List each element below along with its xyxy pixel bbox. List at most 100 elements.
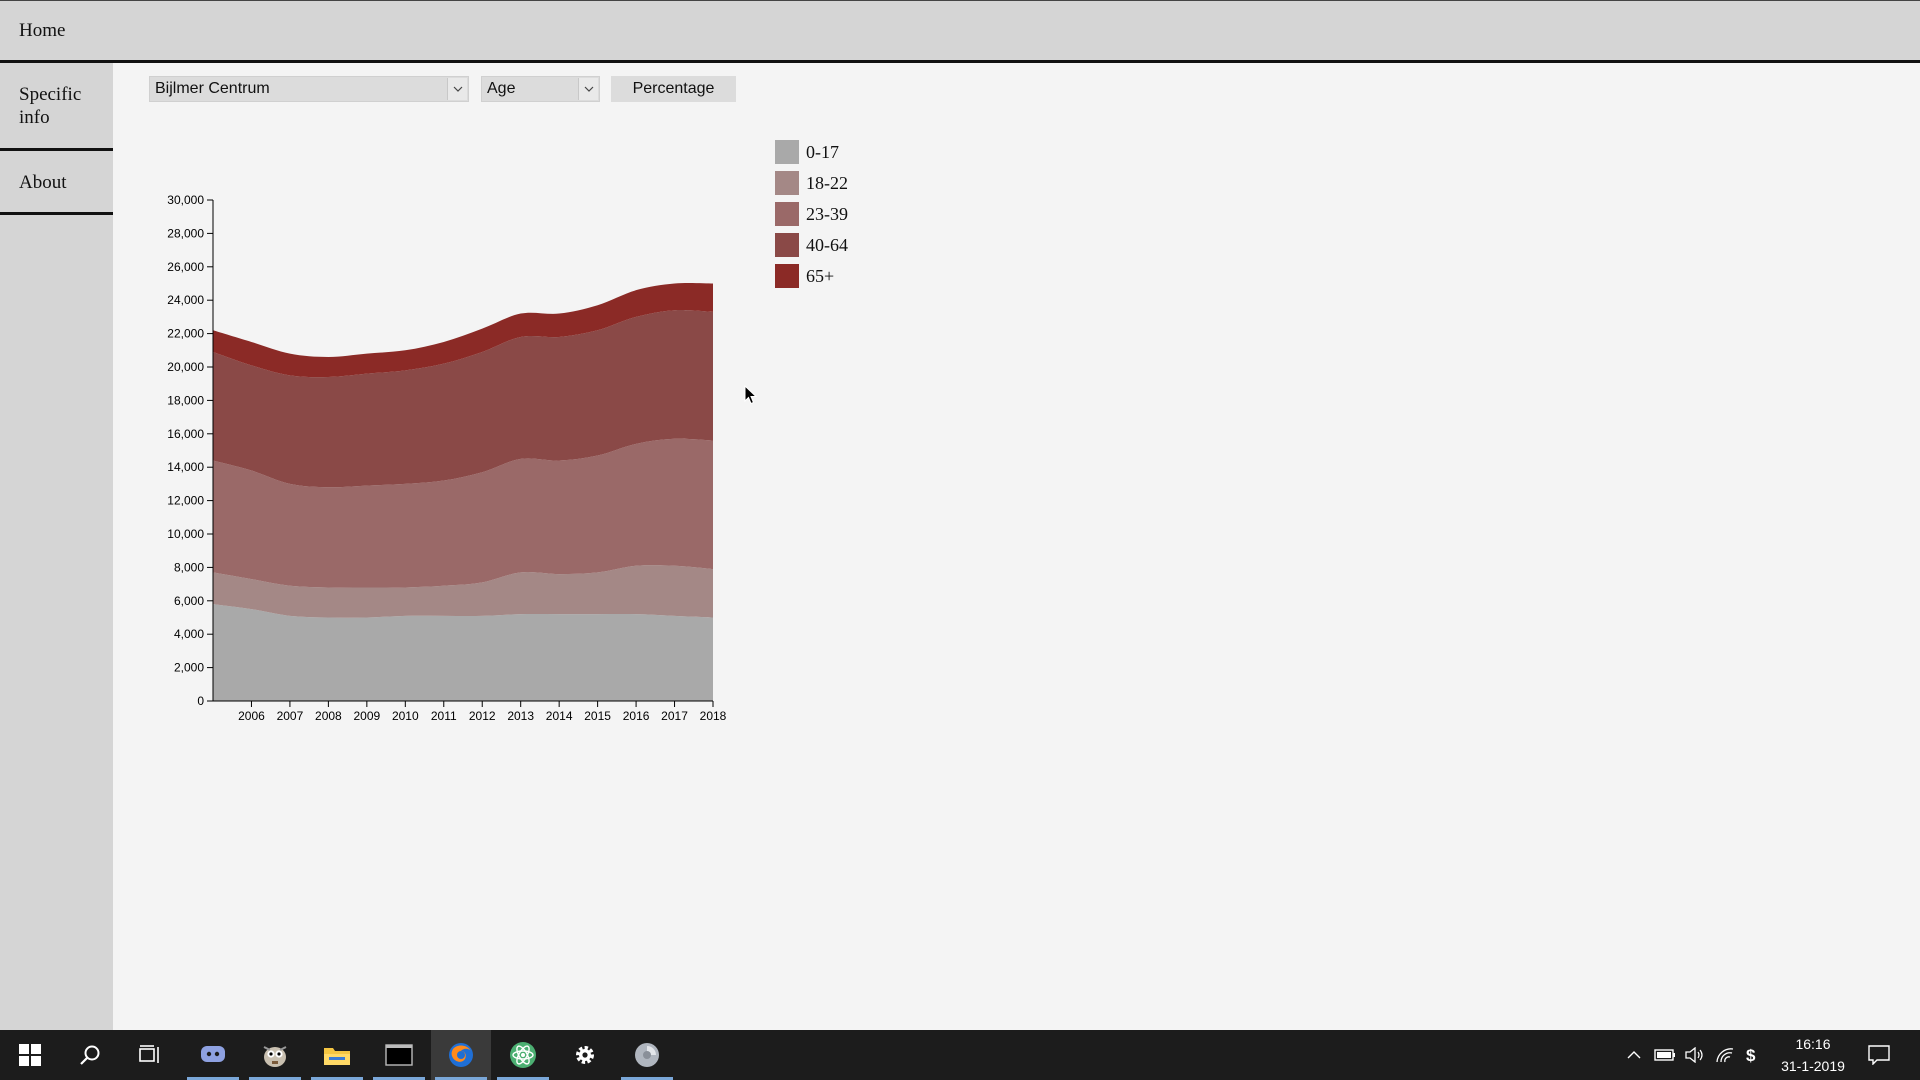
battery-icon[interactable] xyxy=(1652,1030,1678,1080)
task-view-icon[interactable] xyxy=(120,1030,180,1080)
y-tick-label: 26,000 xyxy=(167,260,204,274)
legend-label: 23-39 xyxy=(806,204,848,224)
y-tick-label: 28,000 xyxy=(167,226,204,240)
y-tick: 18,000 xyxy=(167,393,213,407)
x-tick-label: 2007 xyxy=(277,709,304,723)
x-tick: 2013 xyxy=(507,701,534,723)
search-icon[interactable] xyxy=(60,1030,120,1080)
y-tick-label: 30,000 xyxy=(167,193,204,207)
x-tick-label: 2006 xyxy=(238,709,265,723)
file-explorer-icon[interactable] xyxy=(307,1030,367,1080)
stacked-area-chart: 0 2,000 4,000 6,000 8,000 10,000 12,000 14,000 1… xyxy=(167,140,848,723)
windows-start-icon[interactable] xyxy=(0,1030,60,1080)
x-tick: 2006 xyxy=(238,701,265,723)
legend-label: 18-22 xyxy=(806,173,848,193)
atom-icon[interactable] xyxy=(493,1030,553,1080)
area-select[interactable]: Bijlmer Centrum xyxy=(149,76,469,102)
y-tick: 30,000 xyxy=(167,193,213,207)
y-tick: 4,000 xyxy=(174,627,213,641)
y-tick-label: 18,000 xyxy=(167,393,204,407)
chevron-down-icon[interactable] xyxy=(578,78,598,100)
taskbar: $ xyxy=(0,1030,1920,1080)
sidebar-item-specific-info[interactable]: Specific info xyxy=(0,63,113,151)
y-tick-label: 24,000 xyxy=(167,293,204,307)
taskbar-clock[interactable]: 16:16 31-1-2019 xyxy=(1768,1033,1858,1077)
chart-legend: 0-17 18-22 23-39 40-64 65+ xyxy=(775,140,848,288)
y-tick-label: 2,000 xyxy=(174,661,204,675)
y-tick-label: 4,000 xyxy=(174,627,204,641)
area-series-18-22 xyxy=(213,565,713,618)
svg-text:$: $ xyxy=(1746,1046,1756,1065)
legend-item: 18-22 xyxy=(775,171,848,195)
clock-time: 16:16 xyxy=(1795,1036,1831,1052)
legend-swatch xyxy=(775,140,799,164)
sidebar-item-label: Specific info xyxy=(19,84,82,128)
nav-home-link[interactable]: Home xyxy=(19,20,66,41)
x-tick: 2018 xyxy=(700,701,727,723)
legend-swatch xyxy=(775,233,799,257)
x-tick: 2011 xyxy=(431,701,457,723)
area-series-40-64 xyxy=(213,310,713,488)
legend-swatch xyxy=(775,171,799,195)
wifi-icon[interactable] xyxy=(1712,1030,1738,1080)
terminal-icon[interactable] xyxy=(369,1030,429,1080)
y-tick: 0 xyxy=(197,694,213,708)
x-tick-label: 2015 xyxy=(584,709,611,723)
dollar-icon[interactable]: $ xyxy=(1740,1030,1762,1080)
x-tick: 2007 xyxy=(277,701,304,723)
x-tick: 2017 xyxy=(661,701,688,723)
x-tick-label: 2009 xyxy=(353,709,380,723)
y-tick: 26,000 xyxy=(167,260,213,274)
x-tick-label: 2012 xyxy=(469,709,496,723)
x-tick-label: 2011 xyxy=(431,709,457,723)
y-tick-label: 20,000 xyxy=(167,360,204,374)
variable-select[interactable]: Age xyxy=(481,76,600,102)
area-select-value: Bijlmer Centrum xyxy=(155,80,270,97)
discord-icon[interactable] xyxy=(183,1030,243,1080)
sidebar-item-about[interactable]: About xyxy=(0,151,113,215)
legend-label: 40-64 xyxy=(806,235,848,255)
area-series-23-39 xyxy=(213,438,713,588)
area-series-65+ xyxy=(213,283,713,378)
clock-date: 31-1-2019 xyxy=(1781,1058,1845,1074)
y-tick: 12,000 xyxy=(167,494,213,508)
x-tick: 2008 xyxy=(315,701,342,723)
y-tick: 10,000 xyxy=(167,527,213,541)
legend-item: 40-64 xyxy=(775,233,848,257)
x-tick-label: 2017 xyxy=(661,709,688,723)
firefox-icon[interactable] xyxy=(431,1030,491,1080)
y-tick: 24,000 xyxy=(167,293,213,307)
chevron-up-icon[interactable] xyxy=(1622,1030,1646,1080)
y-axis: 0 2,000 4,000 6,000 8,000 10,000 12,000 14,000 1… xyxy=(167,193,214,708)
y-tick-label: 12,000 xyxy=(167,494,204,508)
legend-label: 65+ xyxy=(806,266,834,286)
y-tick-label: 6,000 xyxy=(174,594,204,608)
y-tick: 8,000 xyxy=(174,560,213,574)
x-tick-label: 2014 xyxy=(546,709,573,723)
y-tick: 14,000 xyxy=(167,460,213,474)
x-tick-label: 2016 xyxy=(623,709,650,723)
volume-icon[interactable] xyxy=(1682,1030,1708,1080)
x-tick: 2016 xyxy=(623,701,650,723)
x-tick-label: 2018 xyxy=(700,709,727,723)
percentage-button[interactable]: Percentage xyxy=(611,76,736,102)
x-tick: 2012 xyxy=(469,701,496,723)
mouse-cursor-icon xyxy=(744,385,758,405)
top-navbar: Home xyxy=(0,0,1920,63)
y-tick-label: 10,000 xyxy=(167,527,204,541)
chart-areas xyxy=(213,283,713,701)
legend-label: 0-17 xyxy=(806,142,839,162)
y-tick-label: 22,000 xyxy=(167,327,204,341)
x-tick-label: 2010 xyxy=(392,709,419,723)
x-tick: 2009 xyxy=(353,701,381,723)
chevron-down-icon[interactable] xyxy=(447,78,467,100)
notifications-icon[interactable] xyxy=(1862,1030,1896,1080)
y-tick: 2,000 xyxy=(174,661,213,675)
variable-select-value: Age xyxy=(487,80,516,97)
legend-swatch xyxy=(775,264,799,288)
settings-icon[interactable] xyxy=(555,1030,615,1080)
x-tick: 2014 xyxy=(546,701,573,723)
speaker-app-icon[interactable] xyxy=(617,1030,677,1080)
gimp-icon[interactable] xyxy=(245,1030,305,1080)
y-tick-label: 14,000 xyxy=(167,460,204,474)
